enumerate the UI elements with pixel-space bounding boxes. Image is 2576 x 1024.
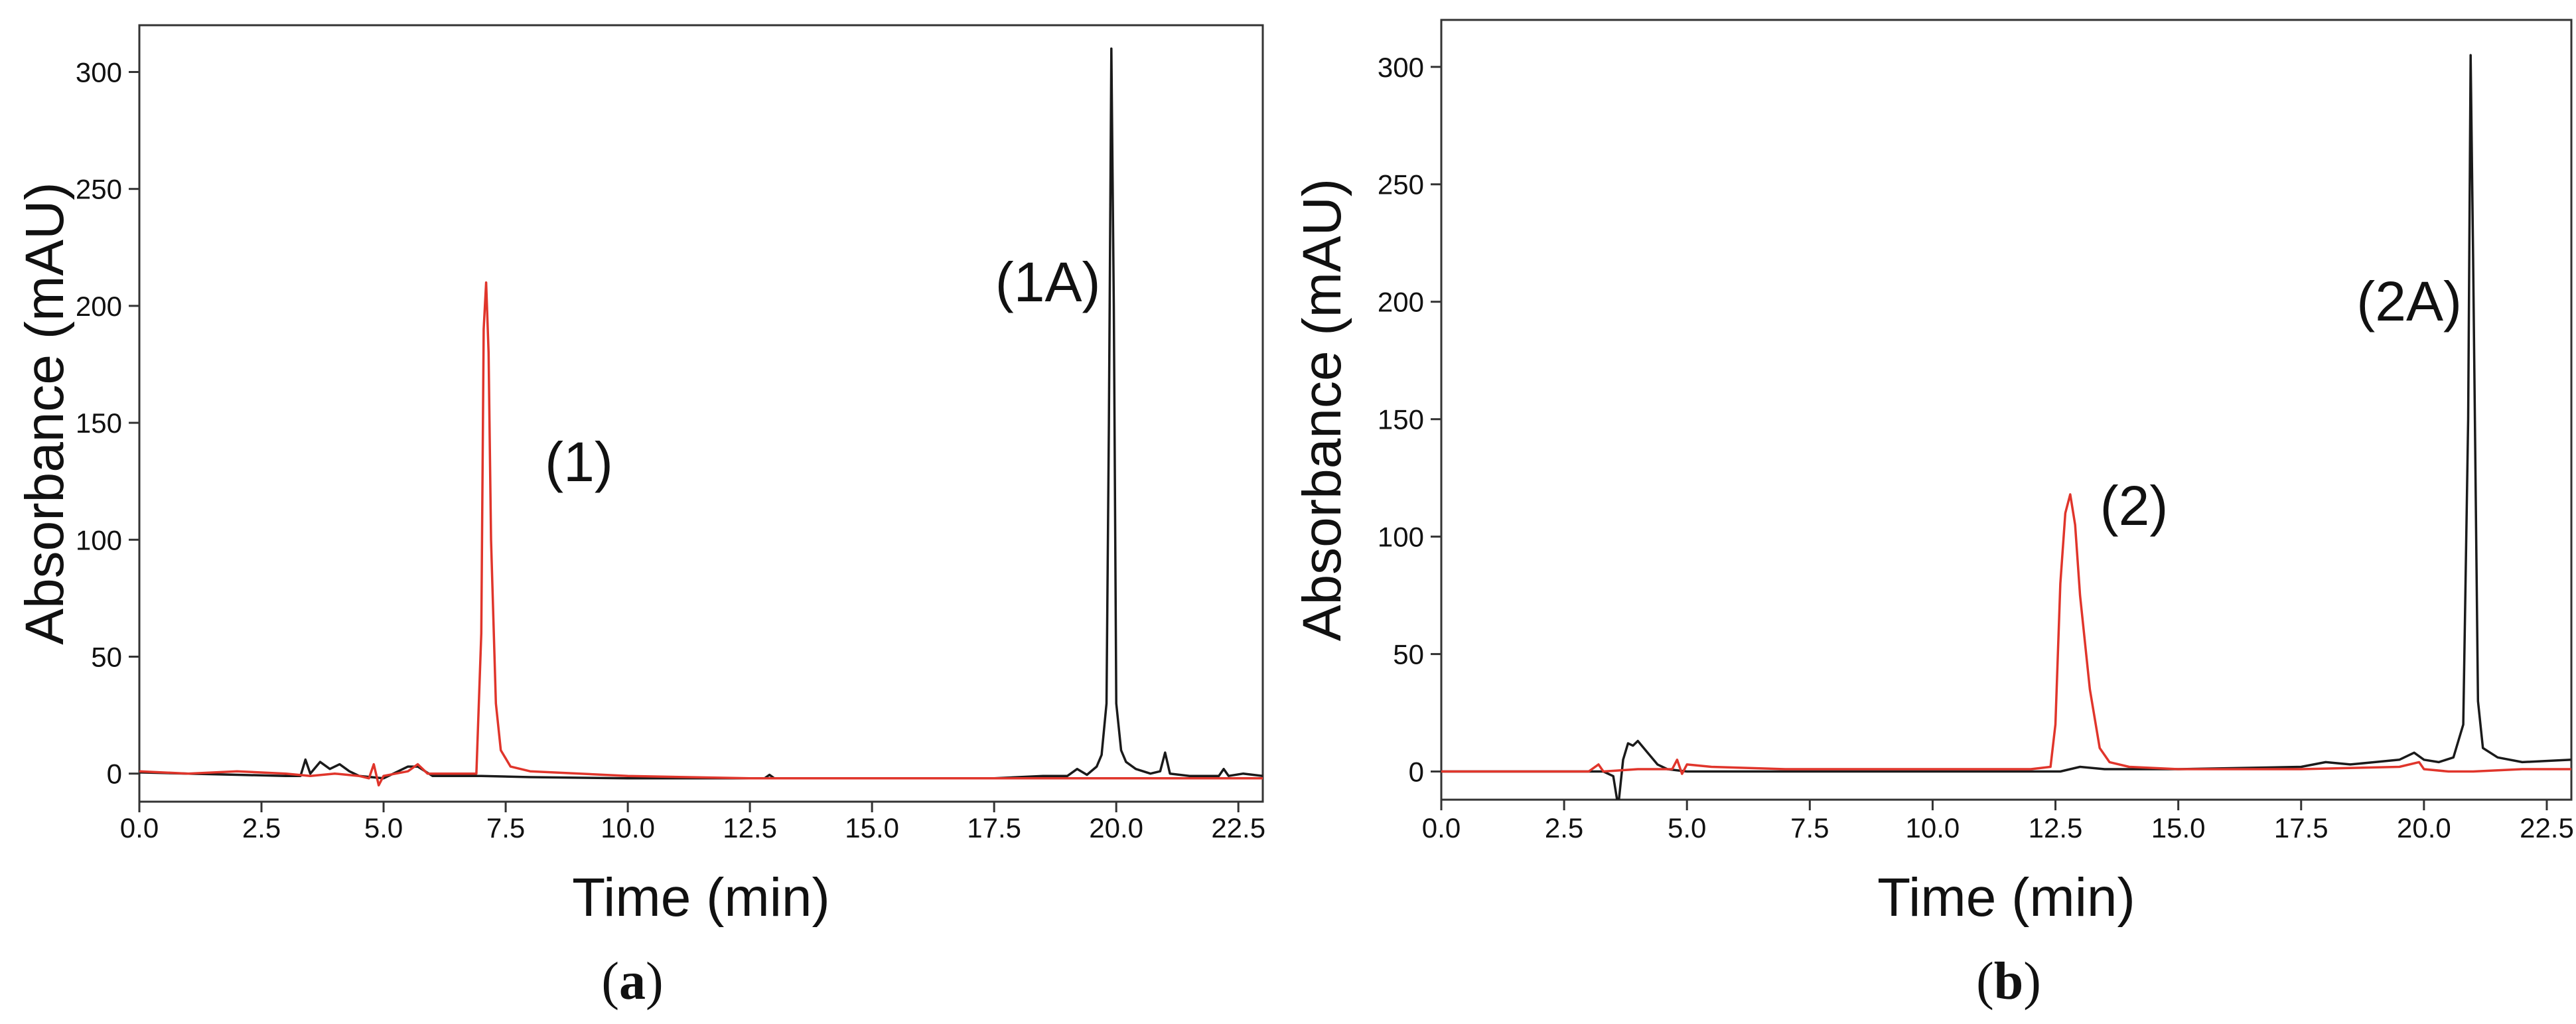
y-tick-label: 50 [91,642,122,673]
x-tick-label: 20.0 [2397,812,2451,843]
x-tick-label: 15.0 [2151,812,2206,843]
peak-label: (1A) [995,251,1101,313]
peak-label: (2A) [2356,270,2462,332]
x-tick-label: 15.0 [845,812,899,843]
x-tick-label: 7.5 [486,812,525,843]
x-tick-label: 0.0 [1422,812,1461,843]
x-axis-title: Time (min) [1877,867,2135,928]
series-line-black [139,47,1263,780]
y-tick-label: 0 [107,759,122,790]
y-tick-label: 100 [76,524,122,555]
x-tick-label: 17.5 [967,812,1021,843]
panel-caption: (a) [601,952,663,1011]
x-tick-label: 12.5 [2029,812,2083,843]
x-tick-label: 10.0 [1906,812,1960,843]
x-tick-label: 2.5 [1545,812,1583,843]
y-tick-label: 250 [76,174,122,205]
y-tick-label: 300 [1378,52,1424,83]
chromatogram-panel-a: 0.0 2.5 5.0 7.5 10.0 12.5 15.0 17.5 20.0 22.5 0 50 1… [15,24,1265,1011]
y-tick-label: 200 [1378,287,1424,318]
x-tick-label: 22.5 [2520,812,2574,843]
x-tick-label: 7.5 [1790,812,1829,843]
x-axis-title: Time (min) [572,867,830,928]
plot-frame [138,24,1264,803]
x-tick-label: 5.0 [364,812,403,843]
y-tick-label: 0 [1409,757,1424,788]
y-tick-label: 250 [1378,169,1424,200]
peak-label: (1) [545,431,613,493]
y-tick-label: 50 [1393,639,1424,670]
chromatogram-panel-b: 0.0 2.5 5.0 7.5 10.0 12.5 15.0 17.5 20.0 22.5 0 50 1… [1292,19,2574,1011]
y-tick-label: 150 [1378,404,1424,435]
peak-label: (2) [2100,475,2169,537]
x-tick-label: 2.5 [242,812,281,843]
plot-frame [1440,19,2573,801]
y-axis-title: Absorbance (mAU) [1292,179,1352,641]
panel-caption: (b) [1976,952,2041,1011]
series-line-black [1441,54,2571,800]
x-tick-label: 10.0 [601,812,655,843]
x-tick-label: 0.0 [120,812,159,843]
x-tick-label: 12.5 [723,812,777,843]
x-tick-label: 5.0 [1668,812,1706,843]
y-tick-label: 200 [76,291,122,322]
series-line-red [1441,493,2571,775]
y-tick-label: 150 [76,407,122,439]
y-tick-label: 300 [76,56,122,88]
x-tick-label: 22.5 [1211,812,1265,843]
x-tick-label: 17.5 [2274,812,2328,843]
y-tick-label: 100 [1378,522,1424,553]
x-tick-label: 20.0 [1089,812,1143,843]
y-axis-title: Absorbance (mAU) [15,182,75,644]
series-line-red [139,281,1263,787]
